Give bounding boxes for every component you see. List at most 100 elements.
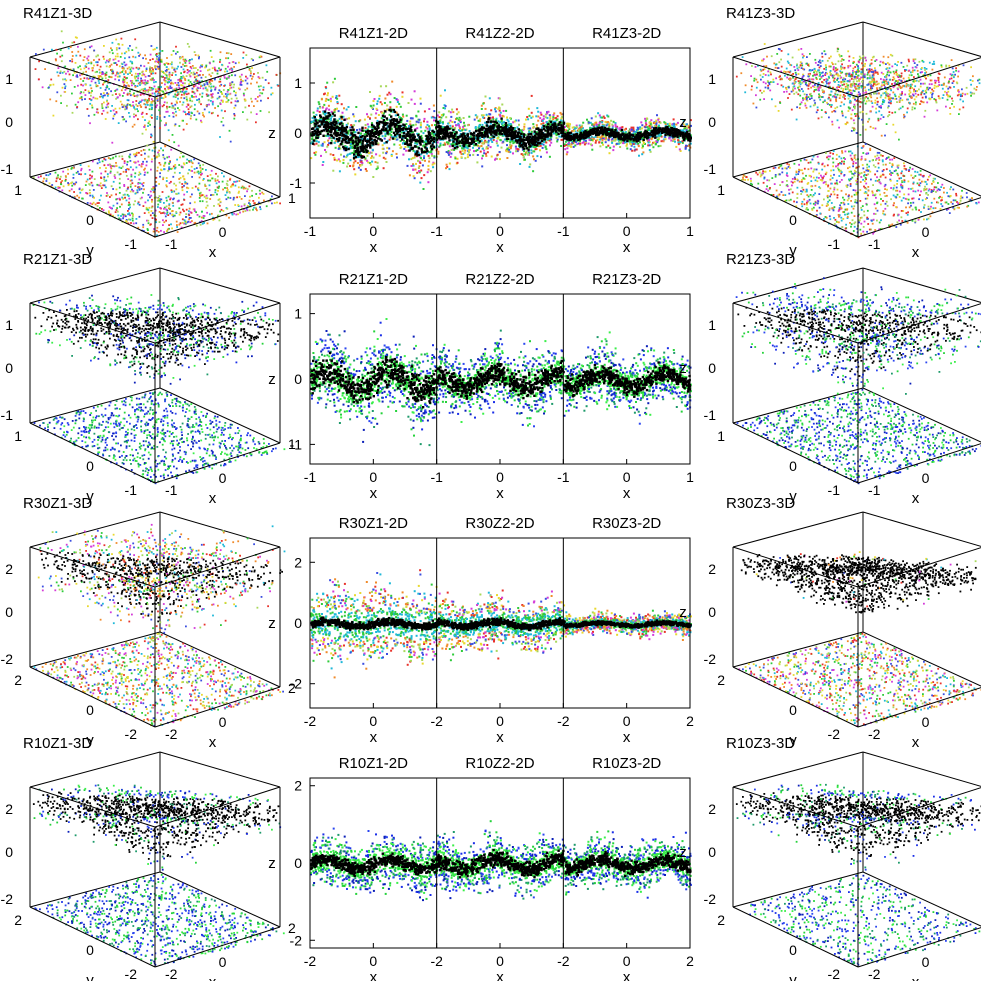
sheet-point (75, 75, 78, 78)
scatter-point (430, 132, 433, 135)
sheet-point (141, 71, 143, 74)
sheet-point (267, 97, 269, 100)
scatter-point (393, 135, 396, 138)
scatter-point (334, 146, 337, 149)
scatter-point (496, 137, 499, 140)
sheet-point (211, 67, 214, 70)
scatter-point (338, 170, 341, 173)
sheet-point (182, 101, 185, 104)
scatter-point (519, 129, 522, 132)
floor-point (153, 228, 155, 230)
scatter-point (454, 157, 457, 160)
scatter-point (539, 117, 542, 120)
floor-point (162, 176, 165, 179)
scatter-point (485, 146, 488, 149)
sheet-point (107, 93, 110, 95)
sheet-point (210, 85, 213, 88)
floor-point (168, 182, 171, 184)
floor-point (134, 155, 137, 158)
sheet-point (219, 80, 222, 83)
scatter-point (325, 118, 328, 121)
scatter-point (605, 124, 608, 127)
sheet-point (163, 101, 166, 104)
floor-point (186, 221, 189, 224)
box-edge (154, 56, 281, 98)
floor-point (201, 222, 204, 225)
sheet-point (180, 72, 182, 75)
sheet-point (66, 104, 68, 107)
scatter-point (547, 137, 550, 140)
scatter-point (529, 128, 532, 131)
sheet-point (232, 86, 235, 89)
sheet-point (168, 115, 171, 117)
scatter-point (586, 129, 589, 132)
floor-point (74, 183, 76, 185)
sheet-point (157, 52, 160, 55)
scatter-point (455, 147, 458, 150)
floor-point (186, 182, 189, 185)
sheet-point (38, 60, 40, 63)
sheet-point (199, 82, 201, 85)
scatter-point (445, 151, 448, 153)
sheet-point (90, 99, 93, 102)
scatter-point (438, 111, 441, 114)
scatter-point (607, 121, 610, 124)
scatter-point (370, 113, 373, 116)
scatter-point (400, 131, 403, 134)
floor-point (210, 169, 213, 172)
sheet-point (227, 65, 229, 68)
floor-point (193, 201, 196, 204)
scatter-point (518, 123, 520, 126)
sheet-point (99, 71, 102, 74)
sheet-point (120, 37, 123, 40)
sheet-point (184, 79, 187, 81)
scatter-point (335, 95, 338, 97)
sheet-point (102, 83, 104, 86)
sheet-point (56, 64, 59, 67)
floor-point (107, 164, 109, 166)
scatter-point (435, 117, 438, 119)
scatter-point (432, 142, 434, 144)
sheet-point (140, 77, 142, 80)
scatter-point (595, 125, 598, 128)
scatter-point (672, 140, 674, 142)
sheet-point (220, 120, 223, 123)
scatter-point (447, 141, 450, 144)
scatter-point (497, 107, 500, 110)
floor-point (191, 176, 193, 178)
sheet-point (201, 112, 204, 114)
scatter-point (388, 132, 391, 135)
scatter-point (641, 143, 644, 146)
sheet-point (175, 110, 177, 113)
scatter-point (376, 119, 379, 122)
scatter-point (428, 151, 431, 154)
sheet-point (145, 57, 147, 60)
floor-point (50, 185, 53, 187)
sheet-point (133, 115, 135, 118)
scatter-point (539, 111, 542, 114)
floor-point (107, 157, 110, 159)
sheet-point (106, 92, 108, 94)
scatter-point (460, 142, 462, 145)
floor-point (206, 197, 209, 200)
scatter-point (664, 123, 667, 126)
sheet-point (227, 52, 230, 55)
floor-point (198, 215, 201, 218)
floor-point (176, 231, 179, 233)
x-tick-label: -1 (165, 236, 178, 252)
scatter-point (528, 165, 531, 168)
sheet-point (193, 67, 195, 69)
scatter-point (641, 127, 644, 130)
scatter-point (408, 158, 410, 161)
sheet-point (233, 114, 236, 117)
floor-point (225, 198, 228, 201)
core-point (366, 143, 370, 147)
scatter-point (388, 147, 391, 150)
floor-point (114, 211, 117, 213)
scatter-point (603, 137, 606, 140)
floor-point (78, 173, 80, 175)
floor-point (219, 210, 222, 213)
sheet-point (242, 80, 244, 82)
scatter-point (688, 149, 691, 152)
